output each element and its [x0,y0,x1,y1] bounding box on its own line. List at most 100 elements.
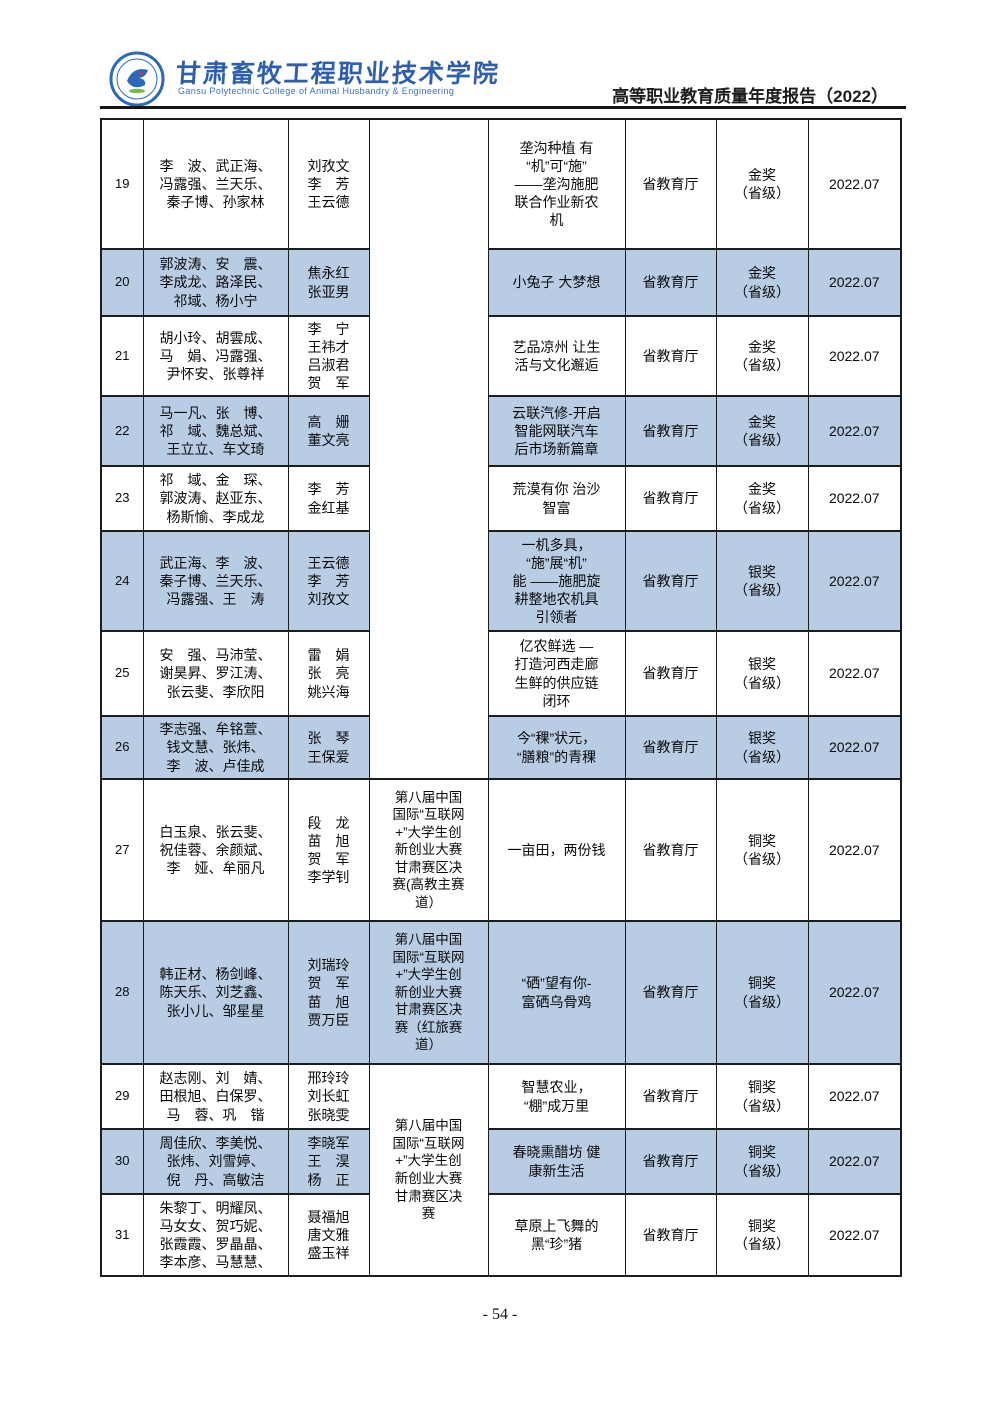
cell-award: 银奖 （省级） [715,530,809,632]
cell-organizer: 省教育厅 [624,530,717,632]
table-row: 22 马一凡、张 博、 祁 域、魏总斌、 王立立、车文琦 高 姗 董文亮 云联汽… [100,395,902,467]
cell-team-members: 白玉泉、张云斐、 祝佳蓉、余颜斌、 李 娅、牟丽凡 [142,778,289,922]
table-row: 31 朱黎丁、明耀凤、 马女女、贺巧妮、 张霞霞、罗晶晶、 李本彦、马慧慧、 聂… [100,1193,902,1277]
cell-team-members: 胡小玲、胡雲成、 马 娟、冯露强、 尹怀安、张尊祥 [142,315,289,397]
cell-competition: 第八届中国 国际“互联网 +”大学生创 新创业大赛 甘肃赛区决 赛(高教主赛 道… [368,778,489,922]
cell-no: 26 [100,715,144,780]
cell-project: “硒”望有你- 富硒乌骨鸡 [487,920,626,1065]
cell-advisors: 张 琴 王保爱 [287,715,370,780]
cell-advisors: 刘孜文 李 芳 王云德 [287,118,370,250]
page-number: - 54 - [482,1306,518,1323]
cell-advisors: 李 芳 金红基 [287,465,370,532]
cell-team-members: 祁 域、金 琛、 郭波涛、赵亚东、 杨斯愉、李成龙 [142,465,289,532]
cell-team-members: 李 波、武正海、 冯露强、兰天乐、 秦子博、孙家林 [142,118,289,250]
cell-no: 27 [100,778,144,922]
cell-team-members: 朱黎丁、明耀凤、 马女女、贺巧妮、 张霞霞、罗晶晶、 李本彦、马慧慧、 [142,1193,289,1277]
cell-project: 艺品凉州 让生 活与文化邂逅 [487,315,626,397]
table-row: 25 安 强、马沛莹、 谢昊昇、罗江涛、 张云斐、李欣阳 雷 娟 张 亮 姚兴海… [100,630,902,717]
cell-award: 金奖 （省级） [715,395,809,467]
cell-advisors: 邢玲玲 刘长虹 张晓雯 [287,1063,370,1130]
cell-project: 春晓熏醋坊 健 康新生活 [487,1128,626,1195]
cell-no: 30 [100,1128,144,1195]
cell-organizer: 省教育厅 [624,1063,717,1130]
college-seal-icon [109,51,165,107]
college-name-cn: 甘肃畜牧工程职业技术学院 [174,60,501,88]
cell-award: 铜奖 （省级） [715,1193,809,1277]
cell-organizer: 省教育厅 [624,248,717,317]
cell-date: 2022.07 [807,630,902,717]
cell-organizer: 省教育厅 [624,715,717,780]
cell-project: 智慧农业， “棚”成万里 [487,1063,626,1130]
college-name-en: Gansu Polytechnic College of Animal Husb… [178,86,455,96]
cell-team-members: 赵志刚、刘 婧、 田根旭、白保罗、 马 蓉、巩 锴 [142,1063,289,1130]
cell-no: 24 [100,530,144,632]
cell-award: 金奖 （省级） [715,465,809,532]
cell-award: 银奖 （省级） [715,715,809,780]
table-row: 26 李志强、牟铭萱、 钱文慧、张炜、 李 波、卢佳成 张 琴 王保爱 今“稞”… [100,715,902,780]
report-title: 高等职业教育质量年度报告（2022） [612,87,888,106]
cell-team-members: 韩正材、杨剑峰、 陈天乐、刘芝鑫、 张小儿、邹星星 [142,920,289,1065]
table-row: 21 胡小玲、胡雲成、 马 娟、冯露强、 尹怀安、张尊祥 李 宁 王祎才 吕淑君… [100,315,902,397]
cell-advisors: 雷 娟 张 亮 姚兴海 [287,630,370,717]
cell-no: 20 [100,248,144,317]
cell-project: 一亩田，两份钱 [487,778,626,922]
cell-organizer: 省教育厅 [624,1128,717,1195]
cell-organizer: 省教育厅 [624,1193,717,1277]
cell-project: 一机多具， “施”展“机” 能 ——施肥旋 耕整地农机具 引领者 [487,530,626,632]
cell-project: 草原上飞舞的 黑“珍”猪 [487,1193,626,1277]
table-row: 29 赵志刚、刘 婧、 田根旭、白保罗、 马 蓉、巩 锴 邢玲玲 刘长虹 张晓雯… [100,1063,902,1277]
cell-team-members: 马一凡、张 博、 祁 域、魏总斌、 王立立、车文琦 [142,395,289,467]
cell-competition: 第八届中国 国际“互联网 +”大学生创 新创业大赛 甘肃赛区决 赛 [368,1063,489,1277]
cell-competition: 第八届中国 国际“互联网 +”大学生创 新创业大赛 甘肃赛区决 赛（红旅赛 道） [368,920,489,1065]
cell-award: 金奖 （省级） [715,118,809,250]
page-header: 甘肃畜牧工程职业技术学院 Gansu Polytechnic College o… [0,0,1000,118]
cell-organizer: 省教育厅 [624,465,717,532]
cell-date: 2022.07 [807,395,902,467]
cell-competition [368,118,489,780]
cell-date: 2022.07 [807,778,902,922]
cell-advisors: 高 姗 董文亮 [287,395,370,467]
cell-date: 2022.07 [807,920,902,1065]
cell-organizer: 省教育厅 [624,315,717,397]
table-row: 27 白玉泉、张云斐、 祝佳蓉、余颜斌、 李 娅、牟丽凡 段 龙 苗 旭 贺 军… [100,778,902,922]
cell-project: 云联汽修-开启 智能网联汽车 后市场新篇章 [487,395,626,467]
cell-date: 2022.07 [807,530,902,632]
cell-team-members: 周佳欣、李美悦、 张炜、刘雪婷、 倪 丹、高敏洁 [142,1128,289,1195]
cell-date: 2022.07 [807,1193,902,1277]
cell-team-members: 安 强、马沛莹、 谢昊昇、罗江涛、 张云斐、李欣阳 [142,630,289,717]
cell-project: 垄沟种植 有 “机”可“施” ——垄沟施肥 联合作业新农 机 [487,118,626,250]
cell-advisors: 聂福旭 唐文雅 盛玉祥 [287,1193,370,1277]
cell-team-members: 武正海、李 波、 秦子博、兰天乐、 冯露强、王 涛 [142,530,289,632]
cell-advisors: 刘瑞玲 贺 军 苗 旭 贾万臣 [287,920,370,1065]
cell-date: 2022.07 [807,315,902,397]
cell-date: 2022.07 [807,1063,902,1130]
table-row: 19 李 波、武正海、 冯露强、兰天乐、 秦子博、孙家林 刘孜文 李 芳 王云德… [100,118,902,780]
cell-no: 21 [100,315,144,397]
cell-no: 31 [100,1193,144,1277]
header-divider [100,106,906,109]
table-row: 28 韩正材、杨剑峰、 陈天乐、刘芝鑫、 张小儿、邹星星 刘瑞玲 贺 军 苗 旭… [100,920,902,1065]
cell-date: 2022.07 [807,248,902,317]
cell-award: 铜奖 （省级） [715,778,809,922]
table-row: 23 祁 域、金 琛、 郭波涛、赵亚东、 杨斯愉、李成龙 李 芳 金红基 荒漠有… [100,465,902,532]
cell-no: 25 [100,630,144,717]
cell-team-members: 李志强、牟铭萱、 钱文慧、张炜、 李 波、卢佳成 [142,715,289,780]
cell-advisors: 李 宁 王祎才 吕淑君 贺 军 [287,315,370,397]
cell-project: 今“稞”状元， “膳粮”的青稞 [487,715,626,780]
table-row: 24 武正海、李 波、 秦子博、兰天乐、 冯露强、王 涛 王云德 李 芳 刘孜文… [100,530,902,632]
cell-no: 29 [100,1063,144,1130]
award-table: 19 李 波、武正海、 冯露强、兰天乐、 秦子博、孙家林 刘孜文 李 芳 王云德… [100,118,902,1277]
cell-advisors: 王云德 李 芳 刘孜文 [287,530,370,632]
cell-organizer: 省教育厅 [624,920,717,1065]
cell-project: 荒漠有你 治沙 智富 [487,465,626,532]
cell-award: 铜奖 （省级） [715,920,809,1065]
cell-no: 22 [100,395,144,467]
cell-no: 28 [100,920,144,1065]
college-logo [108,50,166,108]
cell-award: 金奖 （省级） [715,315,809,397]
cell-award: 银奖 （省级） [715,630,809,717]
cell-no: 23 [100,465,144,532]
cell-date: 2022.07 [807,118,902,250]
cell-award: 铜奖 （省级） [715,1063,809,1130]
table-row: 20 郭波涛、安 震、 李成龙、路泽民、 祁域、杨小宁 焦永红 张亚男 小兔子 … [100,248,902,317]
